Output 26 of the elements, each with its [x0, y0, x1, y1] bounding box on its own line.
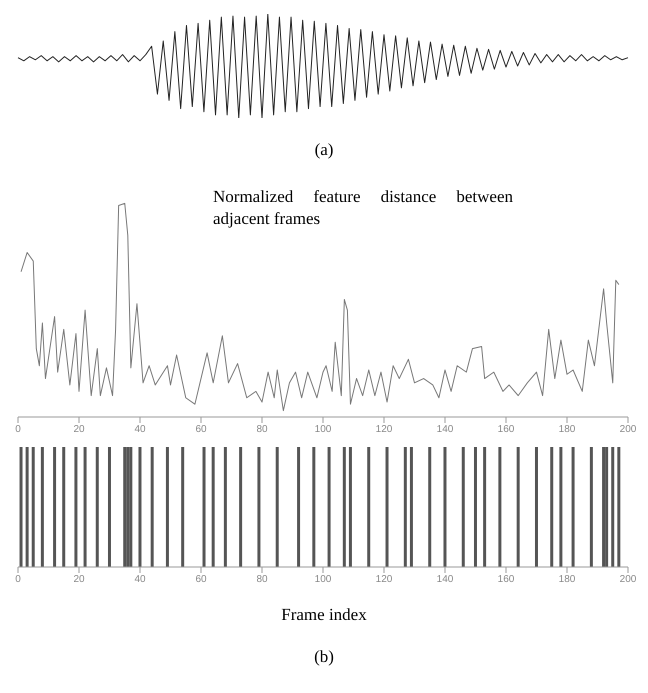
x-tick-label: 180 [558, 424, 576, 436]
x-tick-label: 60 [195, 424, 207, 436]
x-tick-label: 40 [134, 424, 146, 436]
x-tick-label: 80 [256, 574, 268, 586]
x-tick-label: 120 [376, 574, 393, 586]
x-tick-label: 160 [498, 574, 515, 586]
x-tick-label: 160 [498, 424, 515, 436]
x-tick-label: 200 [620, 574, 637, 586]
x-tick-label: 140 [436, 424, 454, 436]
x-tick-label: 20 [73, 574, 85, 586]
x-tick-label: 200 [620, 424, 637, 436]
x-tick-label: 140 [436, 574, 454, 586]
text: (a) [314, 140, 334, 160]
annotation: Normalized feature distance between adjacent frames [213, 186, 513, 230]
x-tick-label: 100 [314, 574, 332, 586]
x-axis-title: Frame index [280, 605, 368, 625]
x-tick-label: 80 [256, 424, 268, 436]
x-tick-label: 180 [558, 574, 576, 586]
x-tick-label: 60 [195, 574, 207, 586]
x-tick-label: 20 [73, 424, 85, 436]
text: (b) [313, 647, 335, 667]
x-tick-label: 120 [376, 424, 393, 436]
x-tick-label: 0 [15, 574, 22, 586]
x-tick-label: 40 [134, 574, 146, 586]
x-tick-label: 0 [15, 424, 22, 436]
x-tick-label: 100 [314, 424, 332, 436]
